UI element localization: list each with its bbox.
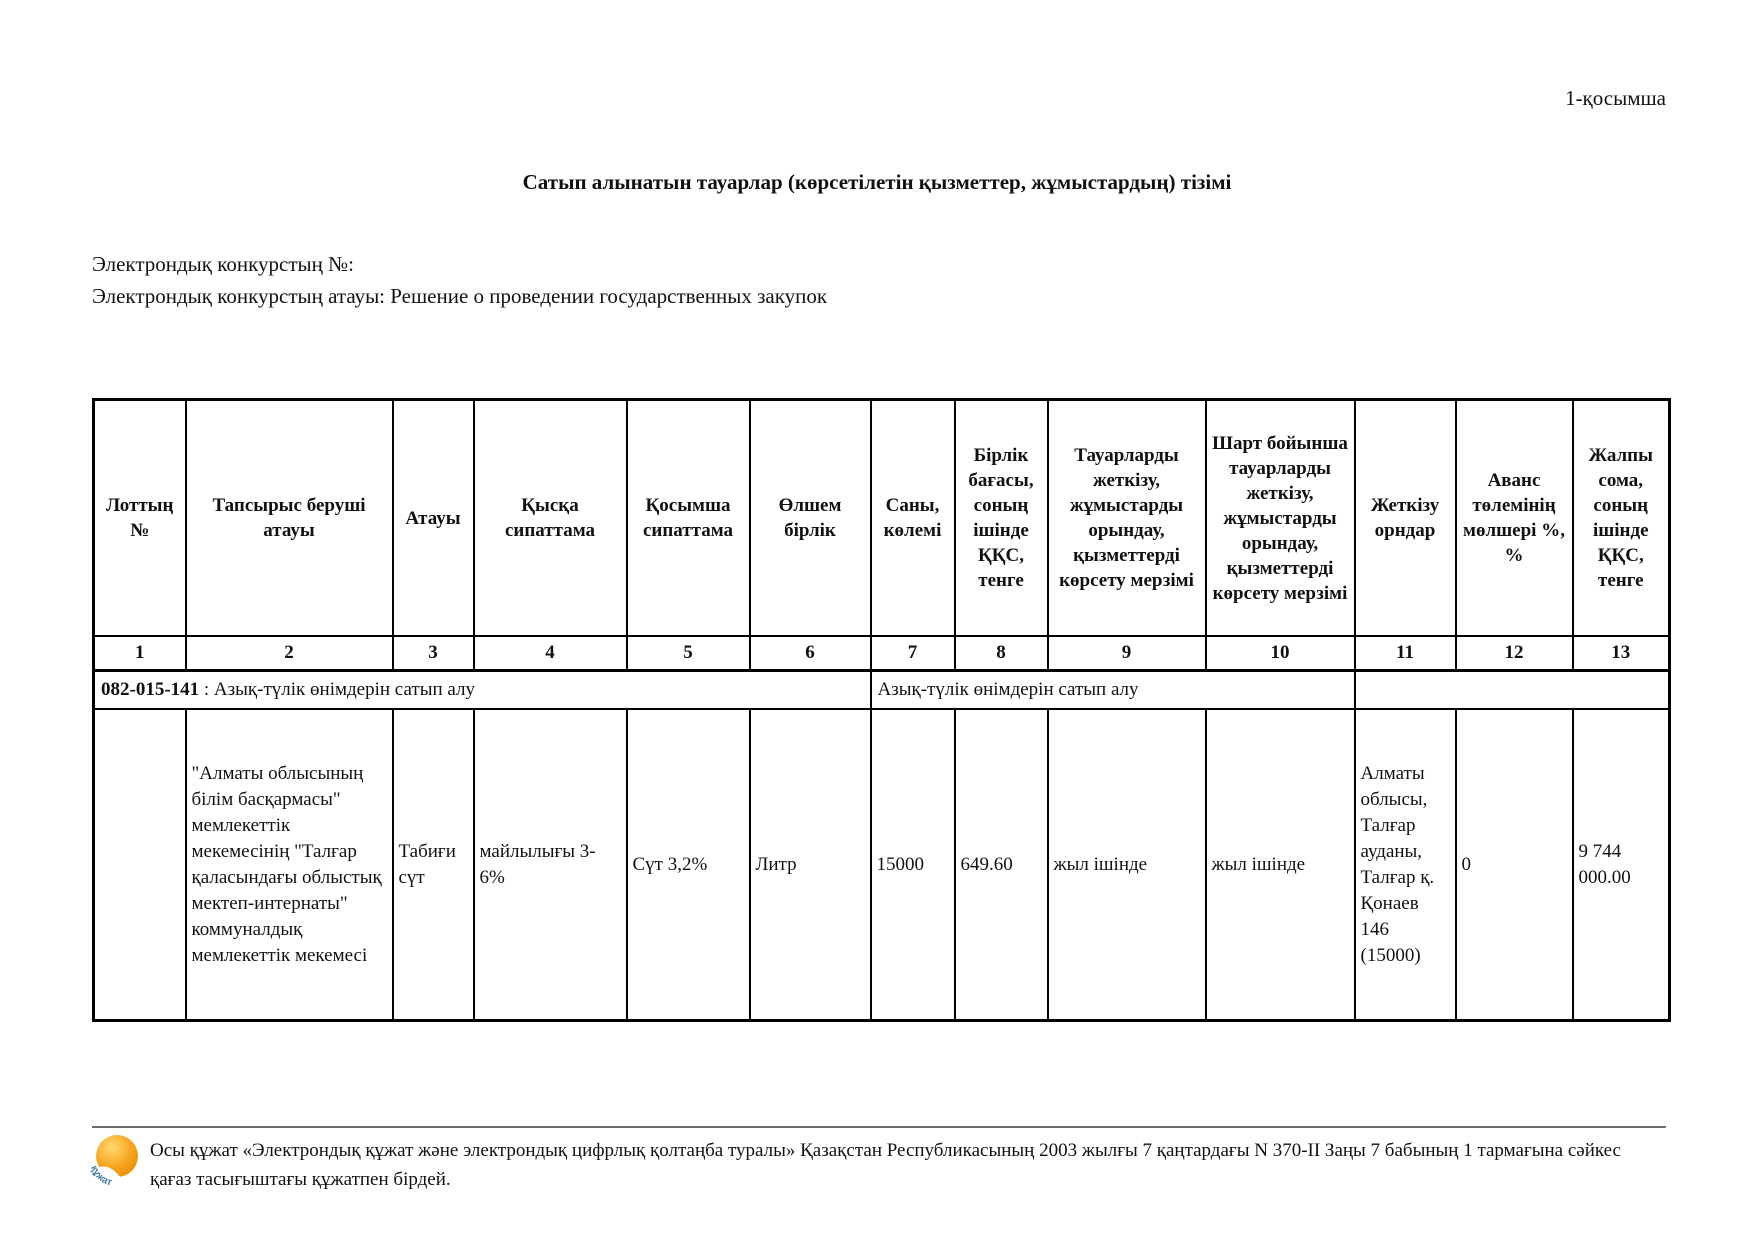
column-number: 7 [869,635,956,672]
header-delivery-term: Тауарларды жеткізу, жұмыстарды орындау, … [1046,398,1207,637]
contest-name-line: Электрондық конкурстың атауы: Решение о … [92,284,828,308]
column-number: 10 [1204,635,1356,672]
header-unit: Өлшем бірлік [748,398,872,637]
column-number: 3 [391,635,475,672]
column-number: 13 [1571,635,1671,672]
cell-customer: "Алматы облысының білім басқармасы" мемл… [184,708,394,1022]
column-number: 6 [748,635,872,672]
header-short-description: Қысқа сипаттама [472,398,628,637]
footer-divider [92,1126,1666,1128]
lot-data-row: "Алматы облысының білім басқармасы" мемл… [92,708,1671,1022]
cell-delivery-place: Алматы облысы, Талғар ауданы, Талғар қ. … [1353,708,1457,1022]
cell-delivery-term: жыл ішінде [1046,708,1207,1022]
contest-meta: Электрондық конкурстың №: Электрондық ко… [92,248,1592,312]
lot-name-cell: Азық-түлік өнімдерін сатып алу [869,669,1356,710]
cell-unit: Литр [748,708,872,1022]
header-lot-no: Лоттың № [92,398,187,637]
legal-footnote: Осы құжат «Электрондық құжат және электр… [150,1140,1621,1190]
lot-summary-row: 082-015-141 : Азық-түлік өнімдерін сатып… [92,669,1671,710]
cell-name: Табиғи сүт [391,708,475,1022]
cell-contract-delivery-term: жыл ішінде [1204,708,1356,1022]
column-number: 9 [1046,635,1207,672]
lot-code-cell: 082-015-141 : Азық-түлік өнімдерін сатып… [92,669,872,710]
header-quantity: Саны, көлемі [869,398,956,637]
contest-number-line: Электрондық конкурстың №: [92,252,354,276]
header-unit-price: Бірлік бағасы, соның ішінде ҚҚС, тенге [953,398,1049,637]
header-advance-payment: Аванс төлемінің мөлшері %, % [1454,398,1574,637]
appendix-label: 1-қосымша [1565,86,1666,110]
procurement-table: Лоттың № Тапсырыс беруші атауы Атауы Қыс… [92,398,1671,1022]
column-number-row: 1 2 3 4 5 6 7 8 9 10 11 12 13 [92,635,1671,672]
column-number: 12 [1454,635,1574,672]
column-number: 11 [1353,635,1457,672]
page-title: Сатып алынатын тауарлар (көрсетілетін қы… [522,170,1232,194]
lot-empty-cell [1353,669,1671,710]
header-additional-description: Қосымша сипаттама [625,398,751,637]
column-number: 8 [953,635,1049,672]
column-number: 4 [472,635,628,672]
egov-digital-signature-stamp-icon: құжат [88,1133,142,1189]
cell-unit-price: 649.60 [953,708,1049,1022]
cell-short-description: майлылығы 3-6% [472,708,628,1022]
cell-quantity: 15000 [869,708,956,1022]
cell-total-amount: 9 744 000.00 [1571,708,1671,1022]
column-number: 5 [625,635,751,672]
header-delivery-place: Жеткізу орндар [1353,398,1457,637]
column-number: 1 [92,635,187,672]
lot-code: 082-015-141 [101,679,200,700]
header-total-amount: Жалпы сома, соның ішінде ҚҚС, тенге [1571,398,1671,637]
table-header-row: Лоттың № Тапсырыс беруші атауы Атауы Қыс… [92,398,1671,637]
cell-advance-payment: 0 [1454,708,1574,1022]
header-customer: Тапсырыс беруші атауы [184,398,394,637]
header-name: Атауы [391,398,475,637]
header-contract-delivery-term: Шарт бойынша тауарларды жеткізу, жұмыста… [1204,398,1356,637]
cell-additional-description: Сүт 3,2% [625,708,751,1022]
lot-code-label: : Азық-түлік өнімдерін сатып алу [203,679,475,700]
cell-lot-no [92,708,187,1022]
column-number: 2 [184,635,394,672]
